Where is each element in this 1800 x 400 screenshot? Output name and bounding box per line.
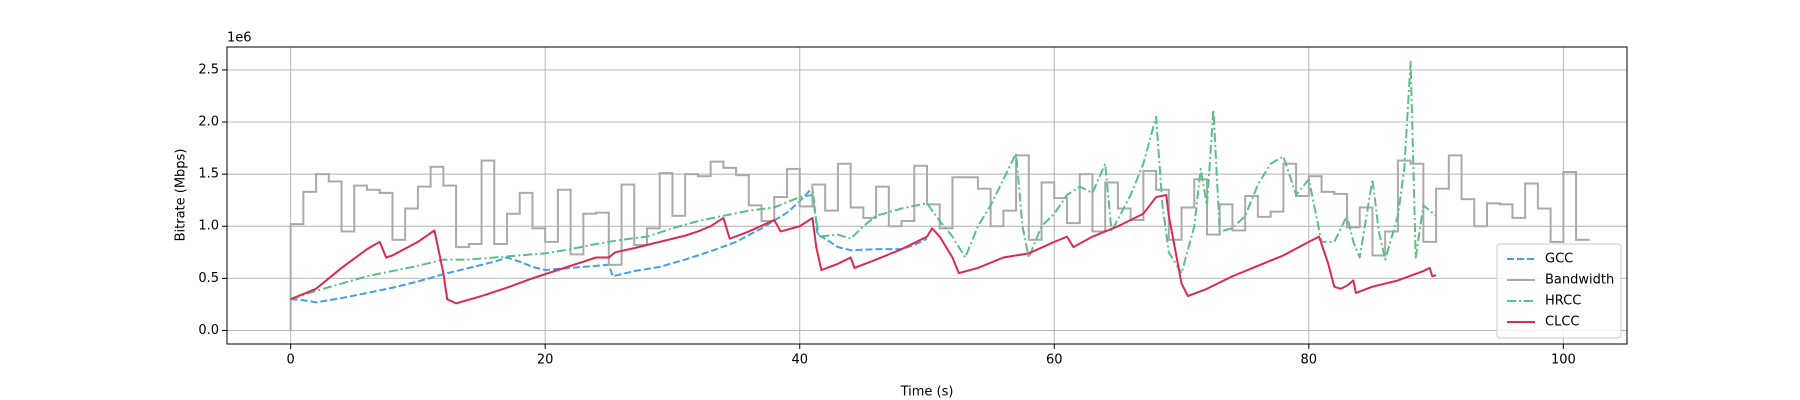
y-tick-label: 0.0 [198, 323, 219, 338]
y-tick-label: 2.0 [198, 115, 219, 130]
x-tick-label: 0 [286, 353, 294, 368]
grid-layer [227, 47, 1627, 344]
series-line [290, 60, 1437, 301]
legend-label: CLCC [1545, 315, 1579, 330]
legend-label: GCC [1545, 252, 1573, 267]
x-axis-label: Time (s) [900, 385, 954, 400]
x-tick-label: 40 [791, 353, 808, 368]
x-tick-label: 80 [1301, 353, 1318, 368]
series-line [290, 193, 1437, 305]
y-tick-label: 2.5 [198, 62, 219, 77]
ticks-layer: 0 20 40 60 80 100 0.0 0.5 1.0 1.5 2.0 2.5 [198, 62, 1575, 367]
y-tick-label: 1.5 [198, 167, 219, 182]
y-tick-label: 1.0 [198, 219, 219, 234]
legend-box [1496, 243, 1622, 339]
x-tick-label: 60 [1046, 353, 1063, 368]
y-axis-label: Bitrate (Mbps) [174, 149, 189, 242]
x-tick-label: 100 [1551, 353, 1576, 368]
axes-frame [226, 46, 1628, 345]
legend-label: Bandwidth [1545, 273, 1614, 288]
y-tick-label: 0.5 [198, 271, 219, 286]
lines-layer [289, 60, 1590, 332]
legend: GCC Bandwidth HRCC CLCC [1496, 243, 1622, 339]
x-tick-label: 20 [537, 353, 554, 368]
y-offset-label: 1e6 [227, 31, 252, 46]
legend-label: HRCC [1545, 294, 1581, 309]
series-line [290, 186, 928, 304]
